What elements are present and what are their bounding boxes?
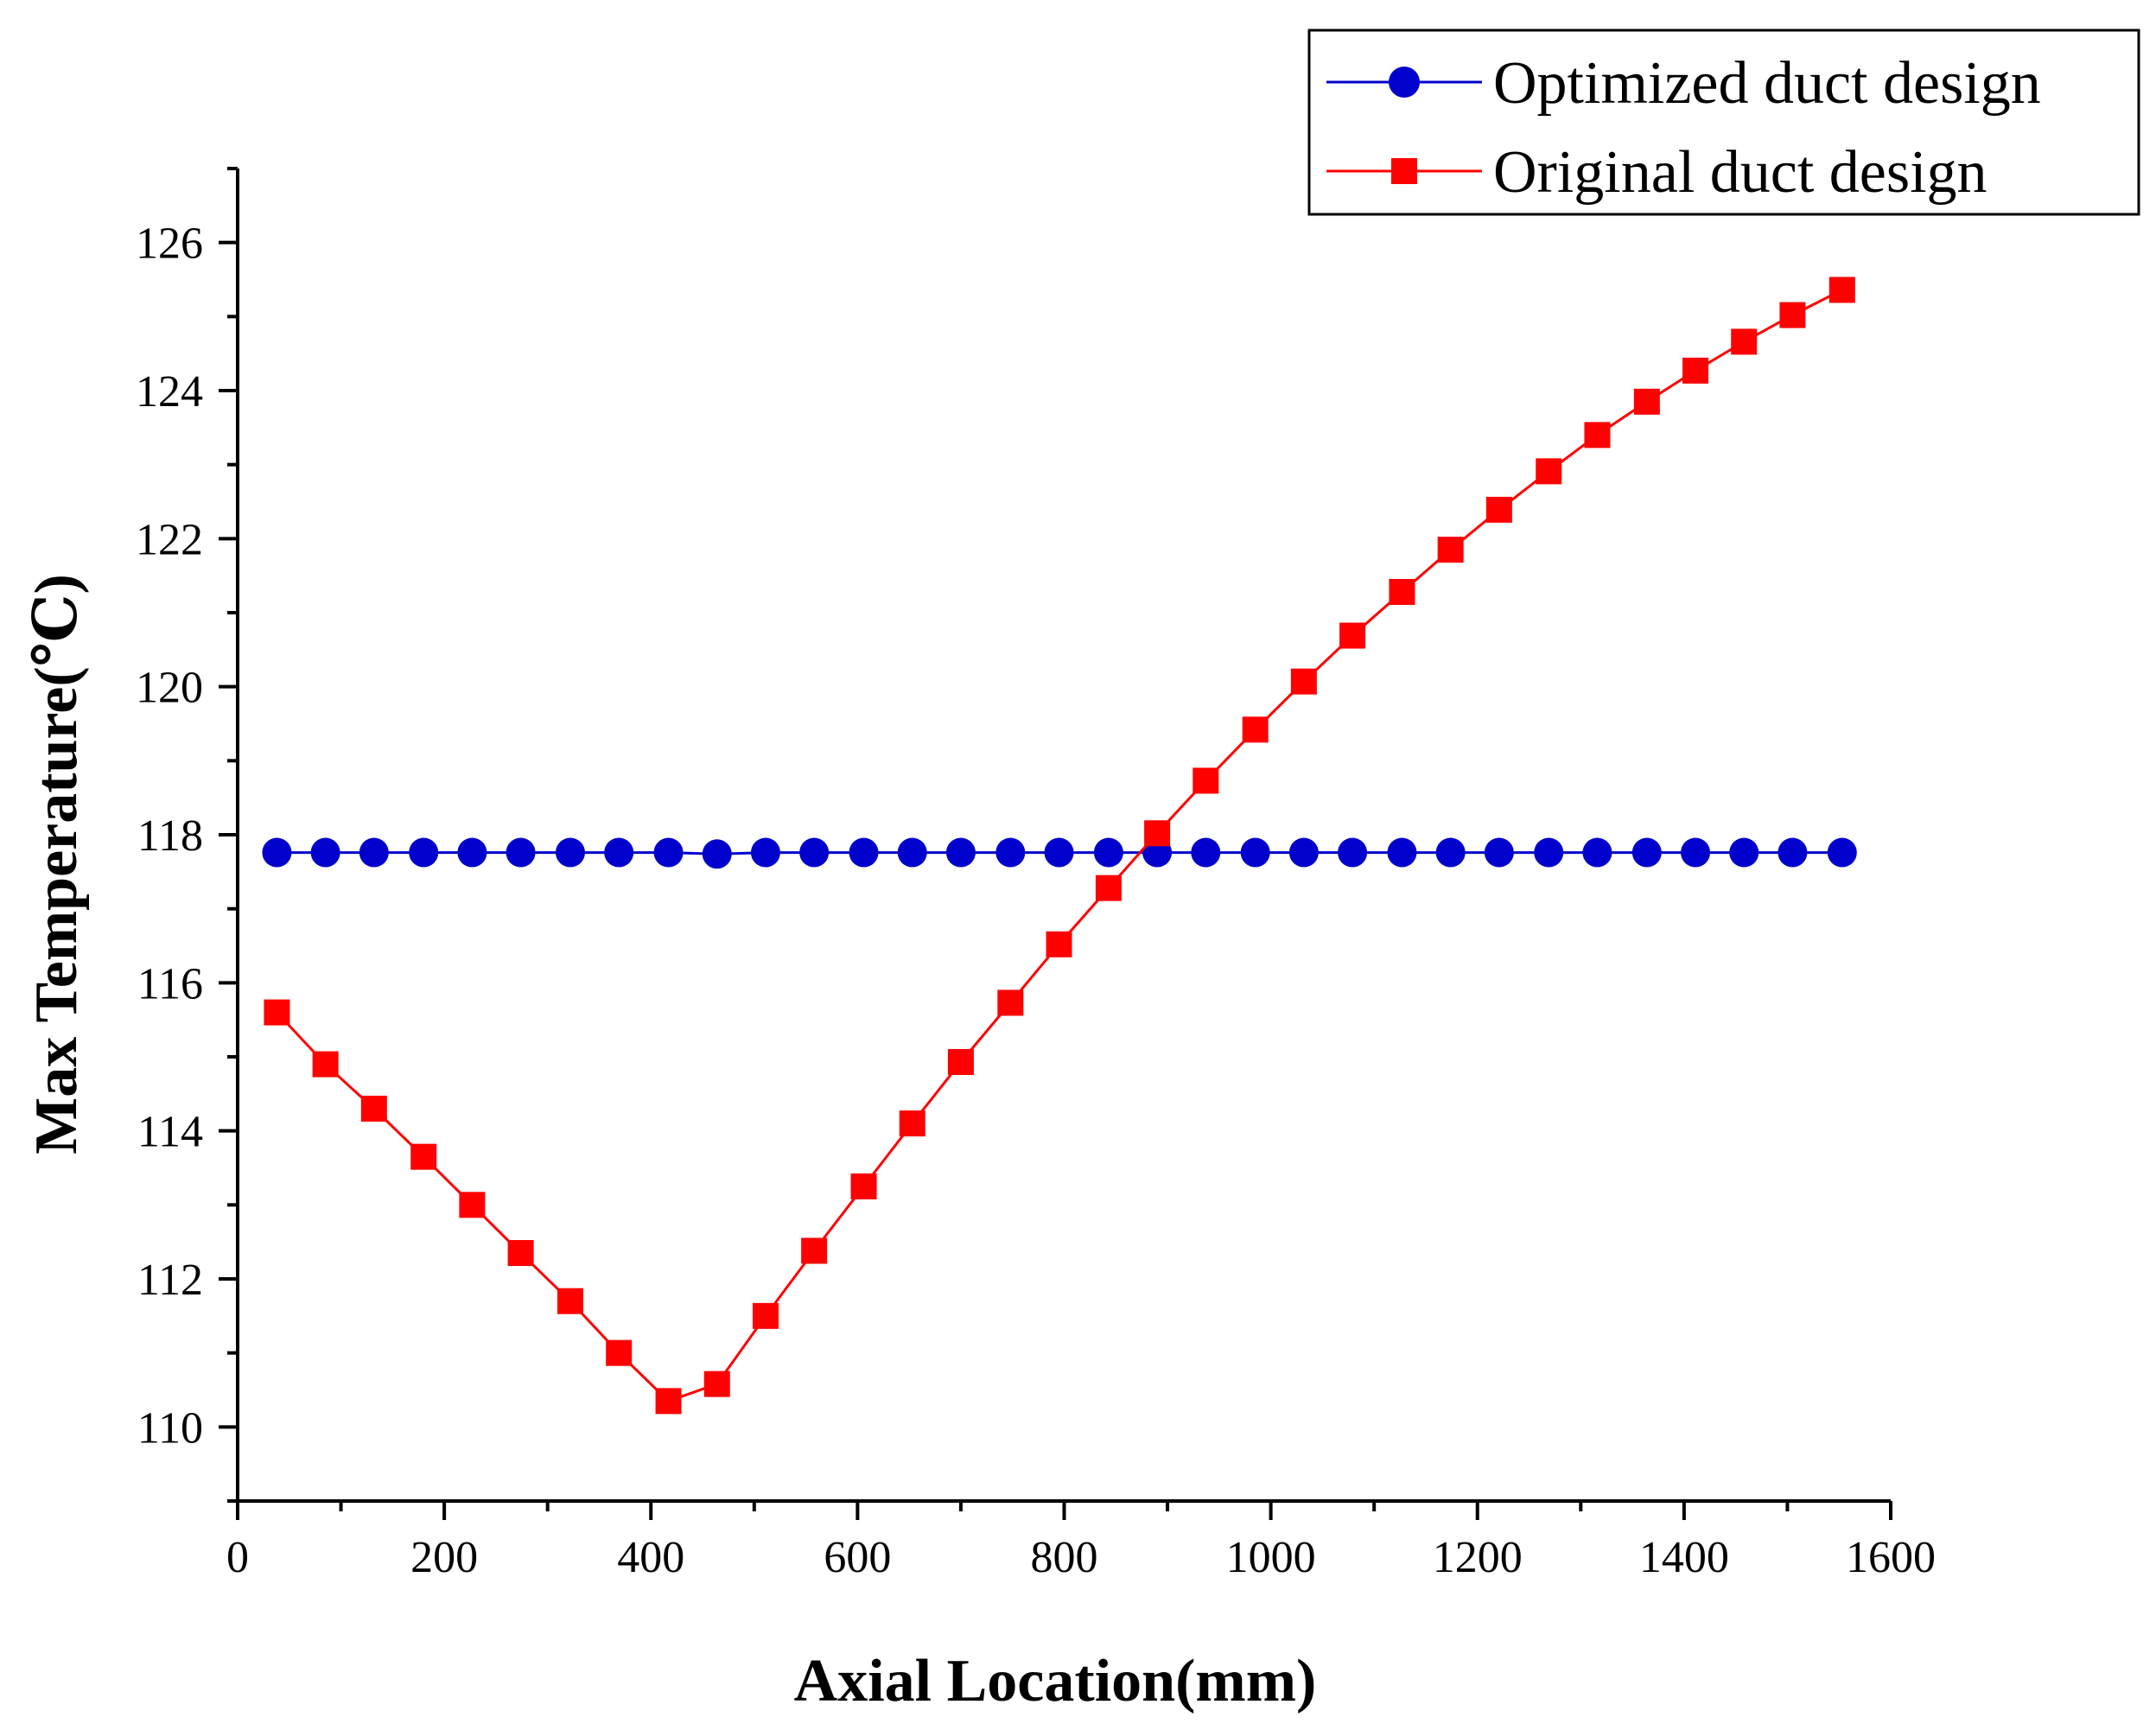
data-point [849,837,879,868]
data-point [801,1237,828,1264]
legend-label: Optimized duct design [1493,50,2041,117]
x-tick-label: 0 [226,1533,249,1582]
data-point [799,837,830,868]
x-tick-label: 800 [1031,1533,1098,1582]
data-point [703,1371,730,1397]
data-point [750,837,780,868]
legend-item: Original duct design [1326,139,1987,206]
data-point [702,839,732,869]
legend-label: Original duct design [1493,139,1987,206]
data-point [945,837,976,868]
data-point [1387,837,1417,868]
data-point [1093,837,1123,868]
axes: 0 200 400 600 800 1000 1200 1400 1600 110 112 114 11… [136,167,1936,1582]
data-point [1534,837,1564,868]
data-point [1828,277,1855,303]
y-tick-label: 116 [137,959,203,1008]
data-point [1682,357,1709,384]
data-point [359,837,389,868]
data-point [1288,837,1319,868]
data-point [850,1173,877,1199]
data-point [653,837,684,868]
data-point [1485,496,1512,523]
data-point [459,1192,486,1218]
data-point [1046,931,1072,957]
x-tick-label: 200 [410,1533,478,1582]
data-point [1242,716,1269,743]
data-point [1779,302,1806,328]
data-point [1290,668,1317,695]
y-tick-label: 112 [137,1256,203,1305]
data-point [507,1240,534,1267]
data-point [506,837,536,868]
x-tick-label: 600 [824,1533,891,1582]
legend-item: Optimized duct design [1326,50,2041,117]
data-point [1191,837,1221,868]
y-tick-label: 124 [136,367,203,417]
data-point [555,837,585,868]
data-point [312,1051,339,1078]
data-point [1044,837,1074,868]
x-tick-label: 1400 [1639,1533,1729,1582]
data-point [947,1048,974,1075]
data-point [1827,837,1857,868]
data-point [310,837,340,868]
data-point [1389,579,1415,606]
x-tick-label: 1600 [1846,1533,1936,1582]
data-point [264,999,290,1026]
data-point [1437,537,1464,563]
y-tick-label: 114 [137,1108,203,1157]
x-tick-label: 400 [617,1533,684,1582]
data-point [997,989,1024,1016]
data-point [1631,837,1662,868]
data-point [899,1110,925,1137]
y-tick-label: 110 [137,1403,203,1453]
data-point [262,837,292,868]
data-point [1729,837,1759,868]
data-point [457,837,487,868]
x-axis-title: Axial Location(mm) [794,1648,1317,1714]
legend-box [1307,29,2140,216]
x-tick-label: 1000 [1226,1533,1316,1582]
data-point [1681,837,1711,868]
data-point [655,1388,682,1415]
y-axis-title: Max Temperature(℃) [23,574,90,1154]
y-tick-label: 120 [136,664,203,713]
data-point [1731,328,1758,355]
legend-marker [1389,67,1420,98]
data-point [1192,767,1219,794]
data-point [606,1339,633,1366]
data-point [1435,837,1466,868]
data-point [897,837,927,868]
data-point [1633,388,1660,415]
data-point [604,837,634,868]
data-point [1144,820,1171,847]
series-2 [264,277,1855,1415]
x-tick-label: 1200 [1433,1533,1523,1582]
series-1 [262,837,1857,869]
data-point [995,837,1026,868]
data-point [409,837,439,868]
y-tick-label: 118 [137,811,203,861]
data-point [1338,837,1368,868]
data-point [1095,875,1122,901]
plot-series [262,277,1857,1415]
data-point [360,1095,387,1122]
data-point [1240,837,1270,868]
data-point [1536,458,1562,485]
data-point [1339,622,1366,649]
data-point [410,1143,437,1170]
data-point [1484,837,1514,868]
legend-marker [1391,158,1417,184]
data-point [1582,837,1612,868]
data-point [752,1302,779,1329]
y-tick-label: 122 [136,515,203,564]
y-tick-label: 126 [136,219,203,269]
data-point [556,1288,583,1314]
data-point [1778,837,1808,868]
legend: Optimized duct design Original duct desig… [1307,29,2140,216]
data-point [1584,422,1611,448]
